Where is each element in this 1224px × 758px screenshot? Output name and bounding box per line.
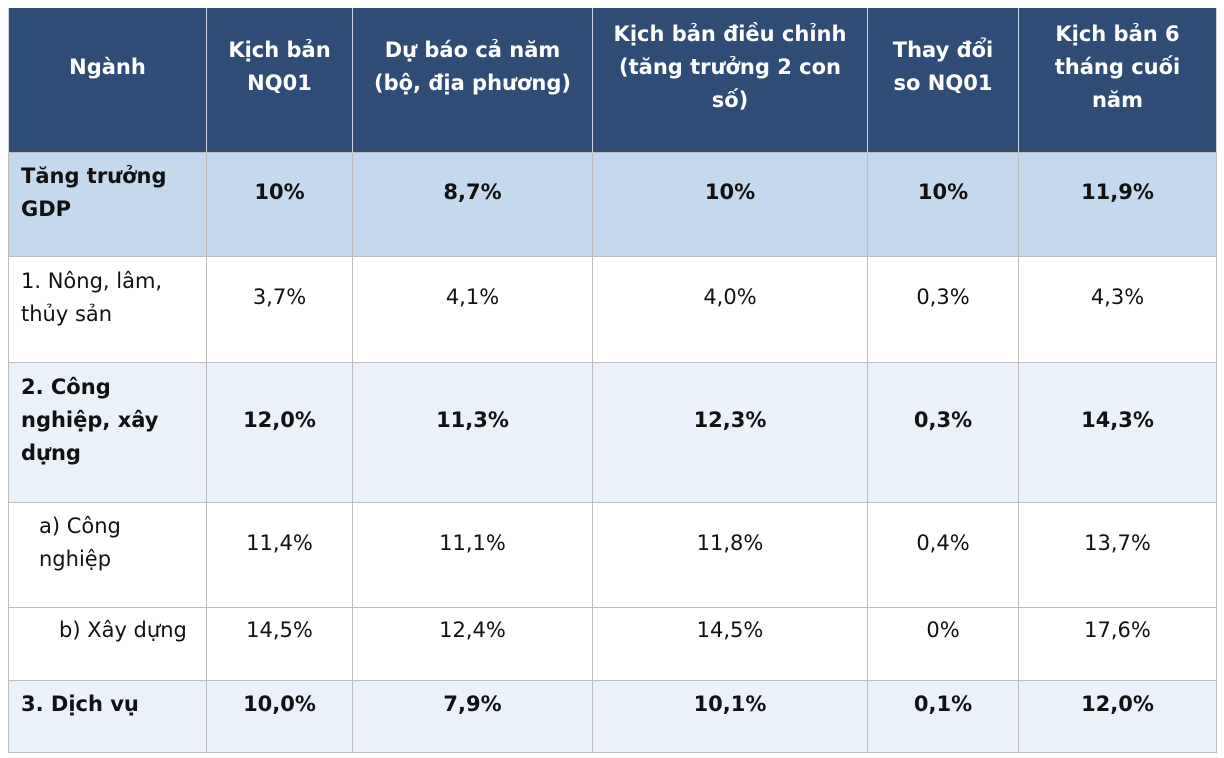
header-cell: Thay đổi so NQ01 <box>867 8 1019 153</box>
cell: 10% <box>206 152 353 257</box>
row-label: a) Công nghiệp <box>8 502 207 608</box>
row-label: 3. Dịch vụ <box>8 680 207 753</box>
cell: 0,1% <box>867 680 1019 753</box>
cell: 14,5% <box>206 607 353 681</box>
cell: 11,9% <box>1018 152 1217 257</box>
cell: 4,0% <box>592 256 868 363</box>
row-label: b) Xây dựng <box>8 607 207 681</box>
cell: 12,4% <box>352 607 593 681</box>
table-row: 1. Nông, lâm, thủy sản 3,7% 4,1% 4,0% 0,3% 4,… <box>8 256 1217 363</box>
table-row: b) Xây dựng 14,5% 12,4% 14,5% 0% 17,6% <box>8 607 1217 681</box>
table-row: 3. Dịch vụ 10,0% 7,9% 10,1% 0,1% 12,0% <box>8 680 1217 753</box>
cell: 0% <box>867 607 1019 681</box>
header-cell: Dự báo cả năm (bộ, địa phương) <box>352 8 593 153</box>
cell: 10% <box>592 152 868 257</box>
cell: 10% <box>867 152 1019 257</box>
table-row: a) Công nghiệp 11,4% 11,1% 11,8% 0,4% 13,7% <box>8 502 1217 608</box>
header-cell: Kịch bản NQ01 <box>206 8 353 153</box>
cell: 14,5% <box>592 607 868 681</box>
header-cell: Kịch bản 6 tháng cuối năm <box>1018 8 1217 153</box>
cell: 14,3% <box>1018 362 1217 503</box>
cell: 4,3% <box>1018 256 1217 363</box>
cell: 4,1% <box>352 256 593 363</box>
cell: 3,7% <box>206 256 353 363</box>
cell: 11,8% <box>592 502 868 608</box>
cell: 11,1% <box>352 502 593 608</box>
row-label: 1. Nông, lâm, thủy sản <box>8 256 207 363</box>
cell: 17,6% <box>1018 607 1217 681</box>
data-table: Ngành Kịch bản NQ01 Dự báo cả năm (bộ, địa… <box>8 8 1217 753</box>
cell: 7,9% <box>352 680 593 753</box>
cell: 0,4% <box>867 502 1019 608</box>
cell: 10,0% <box>206 680 353 753</box>
cell: 11,3% <box>352 362 593 503</box>
cell: 12,3% <box>592 362 868 503</box>
cell: 12,0% <box>1018 680 1217 753</box>
cell: 8,7% <box>352 152 593 257</box>
table-row: Tăng trưởng GDP 10% 8,7% 10% 10% 11,9% <box>8 152 1217 257</box>
cell: 0,3% <box>867 256 1019 363</box>
header-cell: Ngành <box>8 8 207 153</box>
cell: 13,7% <box>1018 502 1217 608</box>
cell: 0,3% <box>867 362 1019 503</box>
header-row: Ngành Kịch bản NQ01 Dự báo cả năm (bộ, địa… <box>8 8 1217 153</box>
cell: 11,4% <box>206 502 353 608</box>
cell: 10,1% <box>592 680 868 753</box>
row-label: 2. Công nghiệp, xây dựng <box>8 362 207 503</box>
header-cell: Kịch bản điều chỉnh (tăng trưởng 2 con s… <box>592 8 868 153</box>
cell: 12,0% <box>206 362 353 503</box>
table-row: 2. Công nghiệp, xây dựng 12,0% 11,3% 12,3% 0… <box>8 362 1217 503</box>
row-label: Tăng trưởng GDP <box>8 152 207 257</box>
